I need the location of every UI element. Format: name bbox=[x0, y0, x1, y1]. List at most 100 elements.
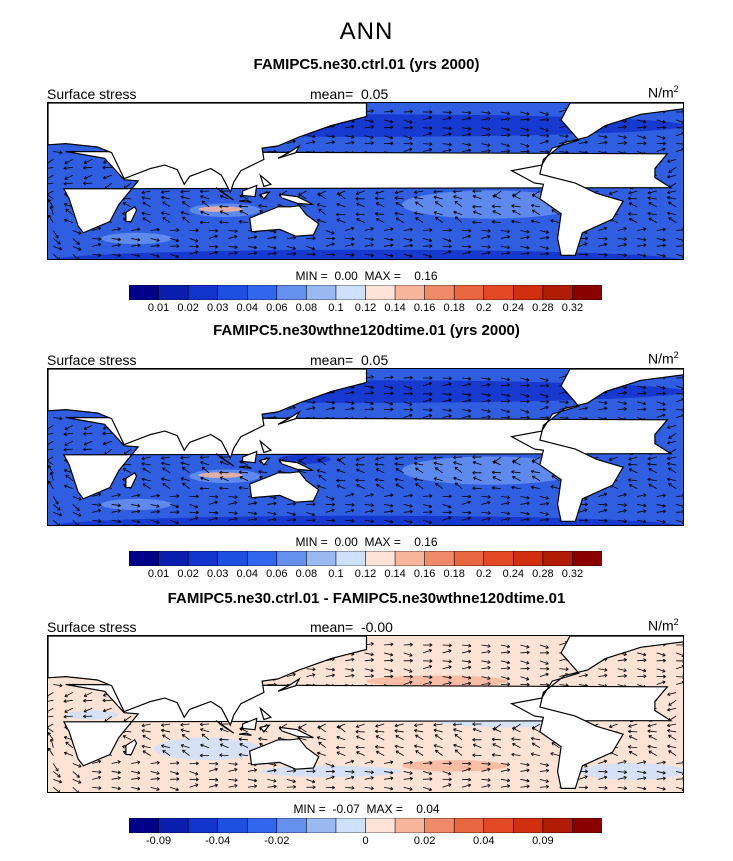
wind-vector-head bbox=[390, 509, 394, 514]
wind-vector bbox=[422, 382, 432, 387]
wind-vector-head bbox=[175, 238, 179, 243]
colorbar-swatch bbox=[394, 285, 426, 300]
wind-vector-head bbox=[121, 211, 126, 216]
wind-vector bbox=[676, 119, 683, 123]
wind-vector-head bbox=[511, 219, 515, 224]
colorbar-tick-label: 0.08 bbox=[295, 568, 318, 580]
wind-vector-head bbox=[487, 234, 491, 239]
wind-vector-head bbox=[414, 744, 418, 749]
wind-vector bbox=[394, 456, 404, 460]
colorbar-tick-label: 0.14 bbox=[384, 568, 406, 580]
wind-vector-head bbox=[98, 253, 102, 257]
wind-vector-head bbox=[448, 681, 452, 685]
colorbar-swatch bbox=[453, 551, 485, 566]
colorbar-swatch bbox=[453, 818, 485, 833]
wind-vector-head bbox=[355, 724, 360, 728]
wind-vector-head bbox=[49, 205, 54, 209]
wind-vector bbox=[83, 166, 93, 169]
wind-vector-head bbox=[467, 132, 472, 137]
wind-vector bbox=[201, 466, 210, 474]
wind-vector-head bbox=[195, 516, 199, 520]
wind-vector bbox=[306, 135, 316, 137]
colorbar-tick-label: 0.1 bbox=[328, 568, 344, 580]
colorbar-swatch bbox=[424, 285, 455, 300]
wind-vector-head bbox=[389, 401, 394, 406]
wind-vector bbox=[356, 468, 365, 474]
wind-vector bbox=[189, 251, 199, 255]
wind-vector-head bbox=[234, 767, 238, 772]
wind-vector-head bbox=[370, 391, 374, 395]
wind-vector-head bbox=[180, 210, 184, 215]
wind-vector bbox=[403, 494, 413, 497]
wind-vector-head bbox=[668, 201, 672, 206]
wind-vector bbox=[512, 743, 521, 749]
wind-vector bbox=[220, 476, 229, 482]
wind-vector bbox=[247, 778, 257, 782]
wind-vector bbox=[628, 202, 638, 208]
panel-2-title: FAMIPC5.ne30wthne120dtime.01 (yrs 2000) bbox=[213, 322, 520, 339]
wind-vector bbox=[72, 786, 79, 792]
wind-vector-head bbox=[487, 660, 491, 664]
wind-vector bbox=[64, 752, 73, 757]
wind-vector bbox=[461, 768, 471, 772]
wind-vector bbox=[63, 699, 73, 702]
wind-vector-head bbox=[668, 169, 672, 173]
wind-vector bbox=[200, 195, 210, 200]
land-mass bbox=[509, 369, 683, 522]
wind-vector bbox=[92, 760, 101, 764]
wind-vector-head bbox=[546, 117, 550, 122]
wind-vector-head bbox=[526, 245, 530, 250]
wind-vector bbox=[182, 201, 190, 208]
wind-vector-head bbox=[453, 195, 457, 199]
wind-vector-head bbox=[161, 477, 165, 481]
wind-vector-head bbox=[662, 237, 666, 242]
wind-vector bbox=[453, 195, 463, 200]
wind-vector-head bbox=[58, 779, 63, 784]
wind-vector bbox=[92, 253, 102, 256]
wind-vector-head bbox=[63, 166, 67, 171]
wind-vector bbox=[433, 211, 443, 216]
wind-vector-head bbox=[298, 459, 302, 463]
wind-vector bbox=[500, 134, 510, 137]
wind-vector-head bbox=[176, 244, 180, 248]
wind-vector bbox=[493, 456, 502, 463]
land-mass bbox=[259, 439, 273, 454]
wind-vector bbox=[629, 484, 638, 489]
wind-vector-head bbox=[467, 767, 471, 772]
wind-vector bbox=[481, 383, 491, 387]
wind-vector-head bbox=[487, 681, 491, 686]
wind-vector bbox=[647, 730, 657, 733]
wind-vector-head bbox=[370, 125, 374, 129]
wind-vector-head bbox=[350, 492, 355, 497]
wind-vector-head bbox=[623, 226, 627, 231]
wind-vector-head bbox=[585, 502, 589, 507]
wind-vector-head bbox=[546, 666, 550, 671]
wind-vector bbox=[578, 417, 588, 420]
wind-vector bbox=[64, 707, 73, 713]
wind-vector bbox=[111, 238, 121, 241]
wind-vector-head bbox=[311, 246, 316, 251]
wind-vector bbox=[647, 212, 657, 216]
wind-vector-head bbox=[429, 392, 433, 396]
wind-vector-head bbox=[643, 243, 647, 248]
wind-vector bbox=[481, 251, 491, 255]
wind-vector bbox=[364, 244, 374, 247]
wind-vector-head bbox=[643, 509, 647, 514]
wind-vector-head bbox=[180, 743, 184, 748]
wind-vector bbox=[598, 668, 608, 671]
wind-vector bbox=[286, 245, 296, 250]
wind-vector-head bbox=[200, 210, 204, 215]
land-mass bbox=[48, 369, 368, 460]
colorbar-swatch bbox=[129, 551, 160, 566]
wind-vector bbox=[162, 201, 171, 208]
wind-vector bbox=[267, 769, 277, 772]
panel-1-minmax: MIN = 0.00 MAX = 0.16 bbox=[295, 269, 438, 283]
wind-vector-head bbox=[375, 212, 379, 216]
wind-vector bbox=[161, 729, 171, 733]
wind-vector-head bbox=[662, 680, 666, 685]
wind-vector bbox=[461, 117, 471, 121]
wind-vector bbox=[355, 746, 365, 749]
wind-vector bbox=[520, 393, 530, 397]
wind-vector-head bbox=[374, 196, 379, 201]
wind-vector-head bbox=[448, 783, 452, 787]
